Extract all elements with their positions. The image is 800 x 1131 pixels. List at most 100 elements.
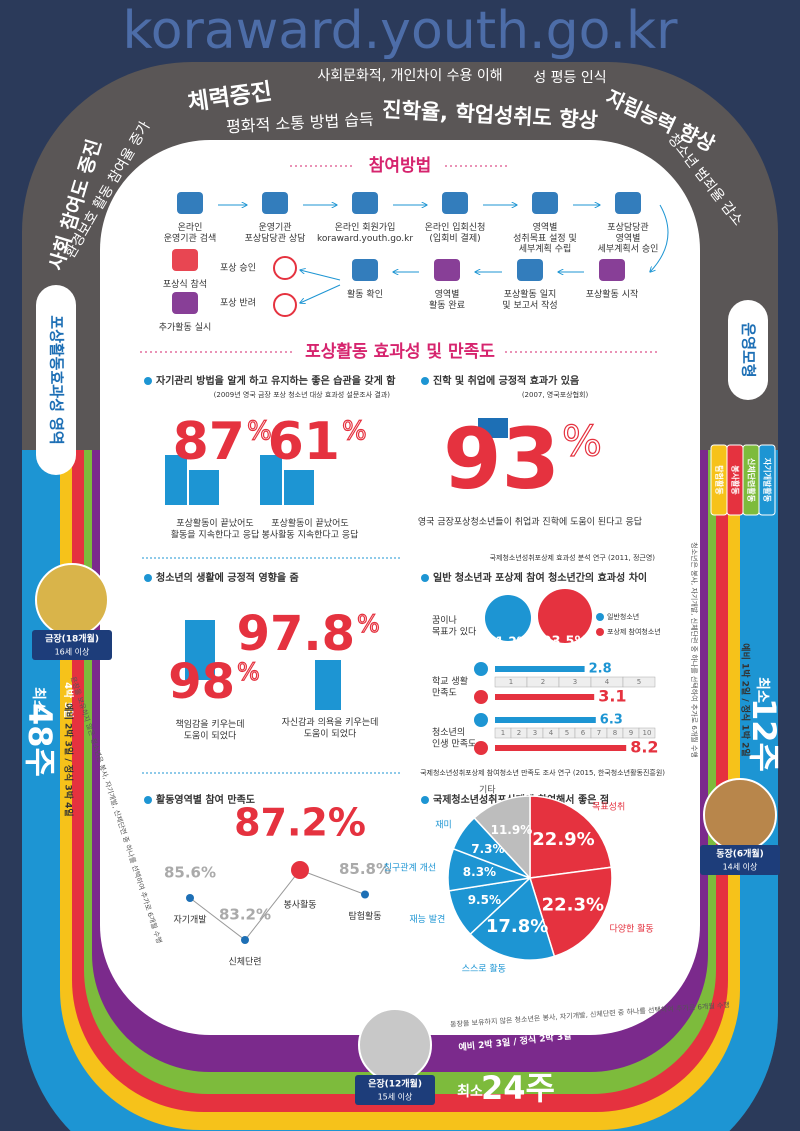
step-icon — [532, 192, 558, 214]
medal-tag — [32, 630, 112, 660]
step-icon — [172, 292, 198, 314]
section-title: 참여방법 — [369, 155, 432, 176]
scale-label: 4 — [549, 729, 554, 737]
scale-cell — [622, 676, 656, 688]
text-line: 포상활동 일지 — [504, 288, 557, 300]
activity-label: 신체단련활동 — [747, 458, 757, 503]
activity-label: 봉사활동 — [731, 465, 741, 495]
step-arrow — [300, 284, 341, 303]
step-label: 운영기관 포상담당관 상담 — [245, 222, 306, 244]
text-line: 꿈이나 — [432, 615, 457, 626]
activity-tag — [710, 444, 728, 516]
caption: 책임감을 키우는데 도움이 되었다 — [175, 718, 244, 741]
value-label: 22.3% — [542, 894, 604, 915]
value-label: 8.3% — [463, 865, 496, 879]
legend-entry: 일반청소년 — [607, 612, 639, 621]
text-line: koraward.youth.go.kr — [317, 233, 413, 243]
area-point — [291, 861, 309, 879]
benefit: 사회문화적, 개인차이 수용 이해 — [317, 68, 502, 84]
source: 국제청소년성취포상제 참여청소년 만족도 조사 연구 (2015, 한국청소년활… — [420, 768, 665, 777]
text-line: 청소년의 — [432, 727, 465, 738]
value-label: 22.9% — [532, 829, 594, 850]
step-arrow — [650, 204, 669, 272]
reject-label: 포상 반려 — [220, 298, 256, 309]
benefit: 성 평등 인식 — [533, 70, 606, 86]
legend-swatch — [596, 628, 604, 636]
bullet — [144, 377, 152, 385]
scale-label: 10 — [643, 729, 652, 737]
smiley — [474, 741, 488, 755]
value-label: 2.8 — [589, 662, 612, 677]
medal — [35, 563, 109, 637]
scale-label: 2 — [517, 729, 521, 737]
text-line: 온라인 입회신청 — [425, 221, 486, 233]
bullet — [421, 796, 429, 804]
step-label: 포상활동 일지 및 보고서 작성 — [502, 288, 557, 311]
step-label: 포상활동 시작 — [586, 288, 639, 300]
category-label: 기타 — [479, 785, 496, 796]
text-line: 세부계획 수립 — [519, 242, 572, 254]
step-icon — [352, 259, 378, 281]
section-title: 포상활동 효과성 및 만족도 — [305, 341, 495, 362]
note: 청소년은 봉사, 자기개발, 신체단련 중 하나를 선택하여 추가로 6개월 수… — [690, 542, 699, 758]
text-line: 온라인 회원가입 — [335, 221, 396, 233]
big-value: 93 — [443, 410, 560, 508]
step-icon — [434, 259, 460, 281]
category-label: 봉사활동 — [283, 899, 316, 911]
scale-label: 7 — [597, 729, 601, 737]
value-label: 85.6% — [164, 864, 216, 882]
step-icon — [442, 192, 468, 214]
big-unit: % — [342, 417, 367, 447]
figure — [315, 660, 341, 710]
pie-slice — [529, 866, 613, 958]
big-value: 98 — [168, 654, 235, 710]
figure — [260, 455, 282, 505]
text-line: 봉사활동 지속한다고 응답 — [262, 528, 359, 540]
side-label: 포상활동효과성 영역 — [48, 315, 66, 444]
step-label: 포상담당관 영역별 세부계획서 승인 — [598, 221, 659, 255]
text-line: 영역별 — [533, 222, 558, 233]
text-line: 포상담당관 — [607, 221, 648, 233]
scale-label: 8 — [613, 729, 617, 737]
figure — [189, 470, 219, 505]
area-point — [361, 890, 369, 899]
figure — [284, 470, 314, 505]
text-line: 온라인 — [178, 222, 203, 233]
figure — [165, 455, 187, 505]
row-label: 꿈이나 목표가 있다 — [432, 615, 477, 637]
site-url: koraward.youth.go.kr — [122, 1, 678, 61]
activity-label: 자기개발활동 — [763, 458, 773, 503]
step-label: 영역별 활동 완료 — [429, 289, 465, 311]
weeks-label: 48주 — [21, 703, 59, 777]
step-icon — [615, 192, 641, 214]
text-line: 활동을 지속한다고 응답 — [171, 528, 260, 540]
step-icon — [262, 192, 288, 214]
bar — [495, 745, 627, 751]
bullet — [144, 574, 152, 582]
category-label: 친구관계 개선 — [384, 862, 437, 874]
medal-name: 은장(12개월) — [368, 1078, 422, 1090]
value-label: 8.2 — [630, 738, 658, 757]
step-label: 추가활동 실시 — [159, 321, 212, 333]
value-label: 83.2% — [219, 906, 271, 924]
category-label: 재능 발견 — [409, 913, 445, 925]
step-label: 포상식 참석 — [163, 279, 207, 290]
panel-heading: 자기관리 방법을 알게 하고 유지하는 좋은 습관을 갖게 함 — [156, 374, 396, 387]
scale-label: 5 — [565, 729, 569, 737]
row-label: 청소년의 인생 만족도 — [432, 727, 476, 749]
approve-label: 포상 승인 — [220, 263, 256, 274]
text-line: 활동 완료 — [429, 298, 465, 310]
panel-heading: 일반 청소년과 포상제 참여 청소년간의 효과성 차이 — [433, 571, 647, 584]
side-pill — [728, 300, 768, 400]
medal-age: 14세 이상 — [723, 862, 758, 872]
scale-label: 6 — [581, 729, 586, 737]
weeks-label: 24주 — [481, 1069, 555, 1107]
text-line: 활동 확인 — [347, 288, 383, 300]
value-label: 81.2% — [487, 635, 529, 649]
value-label: 6.3 — [600, 713, 623, 728]
row-label: 학교 생활 만족도 — [432, 675, 468, 698]
stamp-icon — [273, 293, 297, 317]
pie-slice — [469, 876, 556, 961]
